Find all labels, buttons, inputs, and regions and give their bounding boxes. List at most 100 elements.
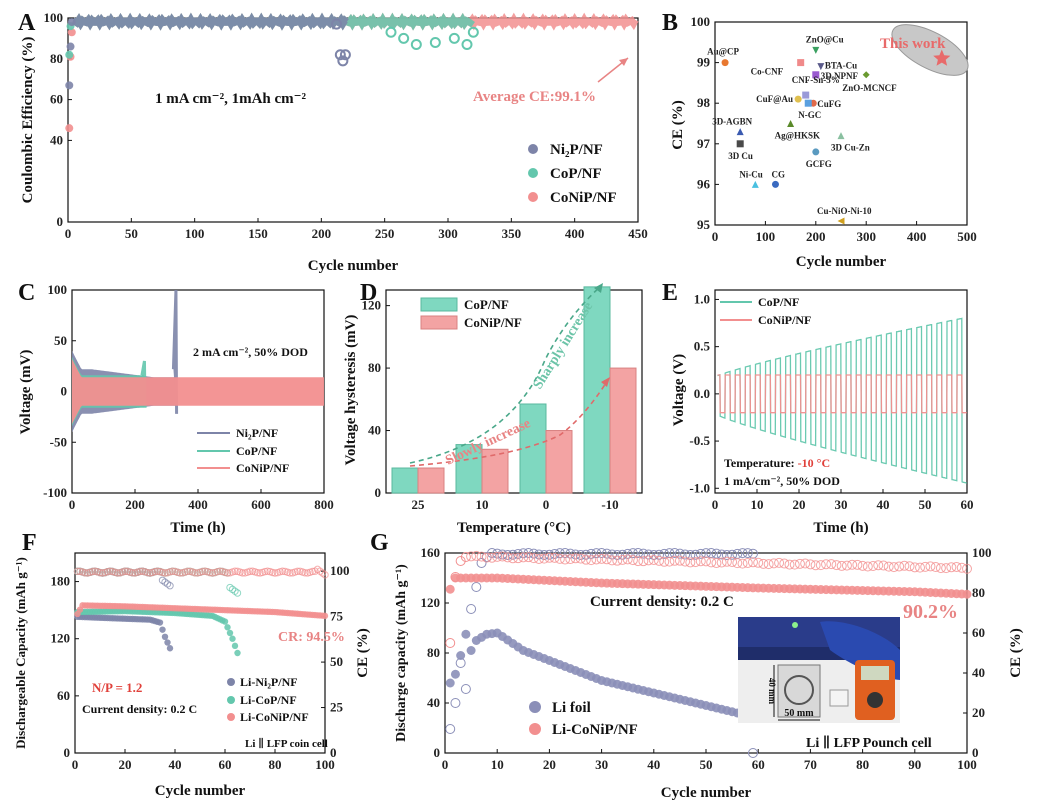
photo-multimeter-dial xyxy=(867,692,883,708)
panel-a-annotation-average: Average CE:99.1% xyxy=(473,89,596,105)
x-tick-label: 40 xyxy=(169,757,182,772)
trend-sharp-arrowhead xyxy=(594,283,603,293)
ce-point-conip xyxy=(904,561,915,572)
ce-point-conip xyxy=(481,552,492,563)
ce-point xyxy=(293,567,302,576)
x-tick-label: 25 xyxy=(412,497,426,512)
ce-point xyxy=(246,567,254,576)
ce-point-conip xyxy=(742,557,753,568)
ce-point-fall xyxy=(448,32,460,44)
ce-point-li xyxy=(695,548,706,559)
ce-point-conip xyxy=(789,559,800,570)
ce-point-fall xyxy=(429,36,441,48)
x-tick-label: 90 xyxy=(908,757,921,772)
ce-point-conip xyxy=(565,554,576,565)
ce-point-conip xyxy=(471,550,482,561)
panel-b-frame xyxy=(714,21,968,226)
ce-point-li xyxy=(737,548,748,559)
y2-tick-label: 20 xyxy=(972,705,985,720)
x-tick-label: 80 xyxy=(856,757,869,772)
ce-point-conip xyxy=(711,558,722,569)
capacity-point xyxy=(166,645,174,652)
ce-point-zno-cu xyxy=(812,46,820,54)
ce-point xyxy=(286,569,294,577)
ce-point xyxy=(253,569,262,577)
ce-point xyxy=(98,569,107,577)
ce-point-cnf-sn-5- xyxy=(802,91,810,99)
capacity-point-li xyxy=(450,669,460,679)
x-tick-label: 50 xyxy=(125,226,138,241)
panel-g-marks xyxy=(445,548,972,758)
capacity-point xyxy=(229,635,236,642)
ce-point-conip xyxy=(862,561,873,572)
ce-point-li xyxy=(669,548,680,559)
capacity-point-conip xyxy=(962,589,972,599)
ce-point-conip xyxy=(476,551,487,562)
y-tick-label: 100 xyxy=(48,282,68,297)
ce-point-li-end xyxy=(747,748,758,758)
ce-point-li xyxy=(528,548,539,559)
x-tick-label: 800 xyxy=(314,497,334,512)
panel-label-f: F xyxy=(22,530,37,556)
hysteresis-bar-conipnf xyxy=(609,367,637,494)
ce-point-conip xyxy=(810,560,821,571)
point-label: Cu-NiO-Ni-10 xyxy=(817,206,872,216)
ce-point-conip xyxy=(815,560,826,571)
ce-point-conip xyxy=(774,557,785,568)
ce-point-conip xyxy=(930,562,941,573)
ce-point-li xyxy=(507,549,518,560)
y-tick-label: 120 xyxy=(362,298,382,313)
ce-point-conip xyxy=(847,559,858,570)
ce-point xyxy=(176,569,184,577)
photo-scale-height: 40 mm xyxy=(767,678,777,705)
ce-point xyxy=(153,567,162,575)
ce-point-fall xyxy=(337,55,349,67)
panel-f-xlabel: Cycle number xyxy=(155,783,246,799)
ce-point-li xyxy=(638,548,649,559)
ce-point-conip xyxy=(674,555,685,566)
panel-b-xlabel: Cycle number xyxy=(796,254,887,270)
ce-point xyxy=(216,567,224,575)
ce-point-li xyxy=(622,548,633,559)
x-tick-label: 0 xyxy=(65,226,72,241)
x-tick-label: 40 xyxy=(877,497,890,512)
ce-point-gcfg xyxy=(812,148,820,156)
y2-tick-label: 100 xyxy=(972,545,992,560)
ce-point-conip xyxy=(643,555,654,566)
legend-marker-li-conip-g xyxy=(529,723,541,735)
x-tick-label: 0 xyxy=(442,757,449,772)
ce-point-conip xyxy=(706,557,717,568)
x-tick-label: 10 xyxy=(491,757,504,772)
x-tick-label: 450 xyxy=(628,226,648,241)
panel-e-annotation-current: 1 mA/cm⁻², 50% DOD xyxy=(724,474,840,488)
panel-c: C 0 200 400 600 800 -100 -50 0 50 100 2 mA cm⁻², … xyxy=(18,280,334,536)
ce-point-conip xyxy=(935,563,946,574)
ce-point-conip xyxy=(909,562,920,573)
ce-point-li xyxy=(445,724,456,734)
legend-marker-conip xyxy=(528,192,538,202)
ce-point xyxy=(271,569,279,577)
ce-point-conip xyxy=(800,558,811,569)
panel-e-legend-cop: CoP/NF xyxy=(758,295,799,309)
photo-multimeter-display xyxy=(861,666,889,680)
x-tick-label: 20 xyxy=(793,497,806,512)
ce-point-conip xyxy=(669,555,680,566)
ce-point xyxy=(161,569,169,577)
panel-a-arrowhead xyxy=(619,58,628,66)
panel-g-legend: Li foil Li-CoNiP/NF xyxy=(529,700,638,738)
legend-swatch-conip xyxy=(420,315,458,330)
pouch-cell-photo: 40 mm 50 mm xyxy=(738,617,900,723)
point-label: Ni-Cu xyxy=(739,169,763,179)
x-tick-label: 0 xyxy=(69,497,76,512)
ce-point-li xyxy=(502,549,513,560)
ce-point-conip xyxy=(638,556,649,567)
point-label: Ag@HKSK xyxy=(775,131,820,141)
legend-label-ni2p: Ni₂P/NF xyxy=(550,142,603,158)
ce-point-conip xyxy=(721,556,732,567)
ce-point-conip xyxy=(513,553,524,564)
point-label: 3D-AGBN xyxy=(712,117,752,127)
panel-d-legend-conip: CoNiP/NF xyxy=(464,315,522,330)
panel-e-annotation-temp-value: -10 °C xyxy=(798,456,830,470)
ce-point xyxy=(263,567,272,575)
